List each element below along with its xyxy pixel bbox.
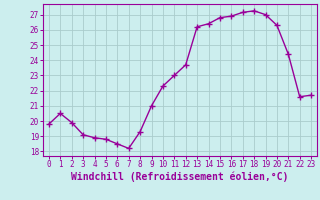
X-axis label: Windchill (Refroidissement éolien,°C): Windchill (Refroidissement éolien,°C) xyxy=(71,172,289,182)
